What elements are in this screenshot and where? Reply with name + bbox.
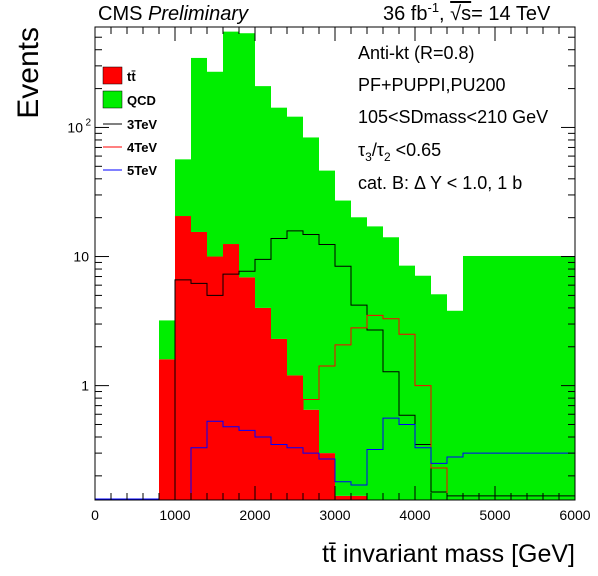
stacked-histogram — [159, 31, 575, 500]
cms-label: CMS — [98, 3, 142, 25]
y-axis-title: Events — [12, 27, 45, 119]
tau-cut-label: τ3/τ2 <0.65 — [358, 140, 441, 164]
qcd-bar-12 — [351, 217, 367, 496]
legend-qcd-swatch — [102, 90, 123, 109]
qcd-bar-4 — [223, 31, 239, 245]
qcd-bar-13 — [367, 226, 383, 500]
algo-label: Anti-kt (R=0.8) — [358, 43, 475, 63]
ttbar-bar-5 — [239, 277, 255, 500]
x-tick-label: 1000 — [159, 507, 190, 523]
legend-qcd-label: QCD — [127, 93, 156, 108]
lumi-sup: -1 — [427, 0, 439, 15]
legend-4tev-label: 4TeV — [127, 140, 157, 155]
ttbar-bar-7 — [271, 338, 287, 500]
ttbar-bar-3 — [207, 256, 223, 500]
y-tick-label: 10 — [73, 249, 89, 265]
ttbar-bar-0 — [159, 359, 175, 500]
lumi-sep: , — [439, 3, 445, 25]
legend-5tev-label: 5TeV — [127, 163, 157, 178]
x-tick-label: 4000 — [399, 507, 430, 523]
y-tick-label: 1 — [81, 378, 89, 394]
qcd-bar-16 — [415, 275, 431, 500]
x-tick-label: 2000 — [239, 507, 270, 523]
qcd-bar-19 — [463, 255, 575, 500]
category-label: cat. B: Δ Y < 1.0, 1 b — [358, 173, 522, 193]
legend: tt̄ QCD 3TeV 4TeV 5TeV — [102, 66, 157, 178]
tau-sub2: 2 — [384, 150, 391, 164]
ttbar-bar-9 — [303, 409, 319, 500]
qcd-bar-15 — [399, 265, 415, 500]
qcd-bar-1 — [175, 159, 191, 217]
y-tick-exponent: 2 — [85, 117, 91, 128]
cms-title: CMS Preliminary — [98, 3, 249, 25]
qcd-bar-0 — [159, 320, 175, 360]
ttbar-bar-1 — [175, 216, 191, 500]
signal-line-5tev — [159, 417, 575, 501]
preliminary-label: Preliminary — [148, 3, 249, 25]
sdmass-label: 105<SDmass<210 GeV — [358, 107, 548, 127]
ttbar-bar-2 — [191, 231, 207, 500]
qcd-bar-10 — [319, 170, 335, 454]
qcd-bar-18 — [447, 310, 463, 500]
ttbar-bar-12 — [351, 495, 367, 500]
tau-cut: <0.65 — [391, 140, 442, 160]
qcd-bar-6 — [255, 86, 271, 308]
ttbar-bar-11 — [335, 495, 351, 500]
y-tick-label: 10 — [67, 119, 83, 135]
legend-3tev-label: 3TeV — [127, 117, 157, 132]
qcd-bar-7 — [271, 107, 287, 339]
qcd-bar-9 — [303, 137, 319, 410]
ttbar-bar-4 — [223, 244, 239, 500]
lumi-value: 36 fb — [383, 3, 427, 25]
x-tick-label: 3000 — [319, 507, 350, 523]
x-tick-label: 5000 — [479, 507, 510, 523]
x-tick-label: 6000 — [559, 507, 590, 523]
tau-sub1: 3 — [365, 150, 372, 164]
ttbar-bar-6 — [255, 307, 271, 500]
energy-value: = 14 TeV — [471, 3, 551, 25]
lumi-label: 36 fb-1, √s= 14 TeV — [383, 0, 551, 25]
qcd-bar-2 — [191, 57, 207, 232]
reco-label: PF+PUPPI,PU200 — [358, 75, 506, 95]
ttbar-bar-8 — [287, 375, 303, 500]
ttbar-bar-10 — [319, 453, 335, 500]
legend-ttbar-label: tt̄ — [127, 69, 136, 84]
tau-1: τ — [358, 140, 365, 160]
x-tick-label: 0 — [91, 507, 99, 523]
tau-slash: /τ — [372, 140, 384, 160]
qcd-bar-17 — [431, 294, 447, 500]
sqrt-s: √s — [450, 3, 471, 25]
qcd-bar-5 — [239, 33, 255, 278]
qcd-bar-14 — [383, 237, 399, 500]
qcd-bar-11 — [335, 200, 351, 496]
qcd-bar-3 — [207, 71, 223, 257]
qcd-bar-8 — [287, 116, 303, 376]
x-axis-title: tt̄ invariant mass [GeV] — [322, 540, 575, 568]
legend-ttbar-swatch — [102, 66, 123, 85]
